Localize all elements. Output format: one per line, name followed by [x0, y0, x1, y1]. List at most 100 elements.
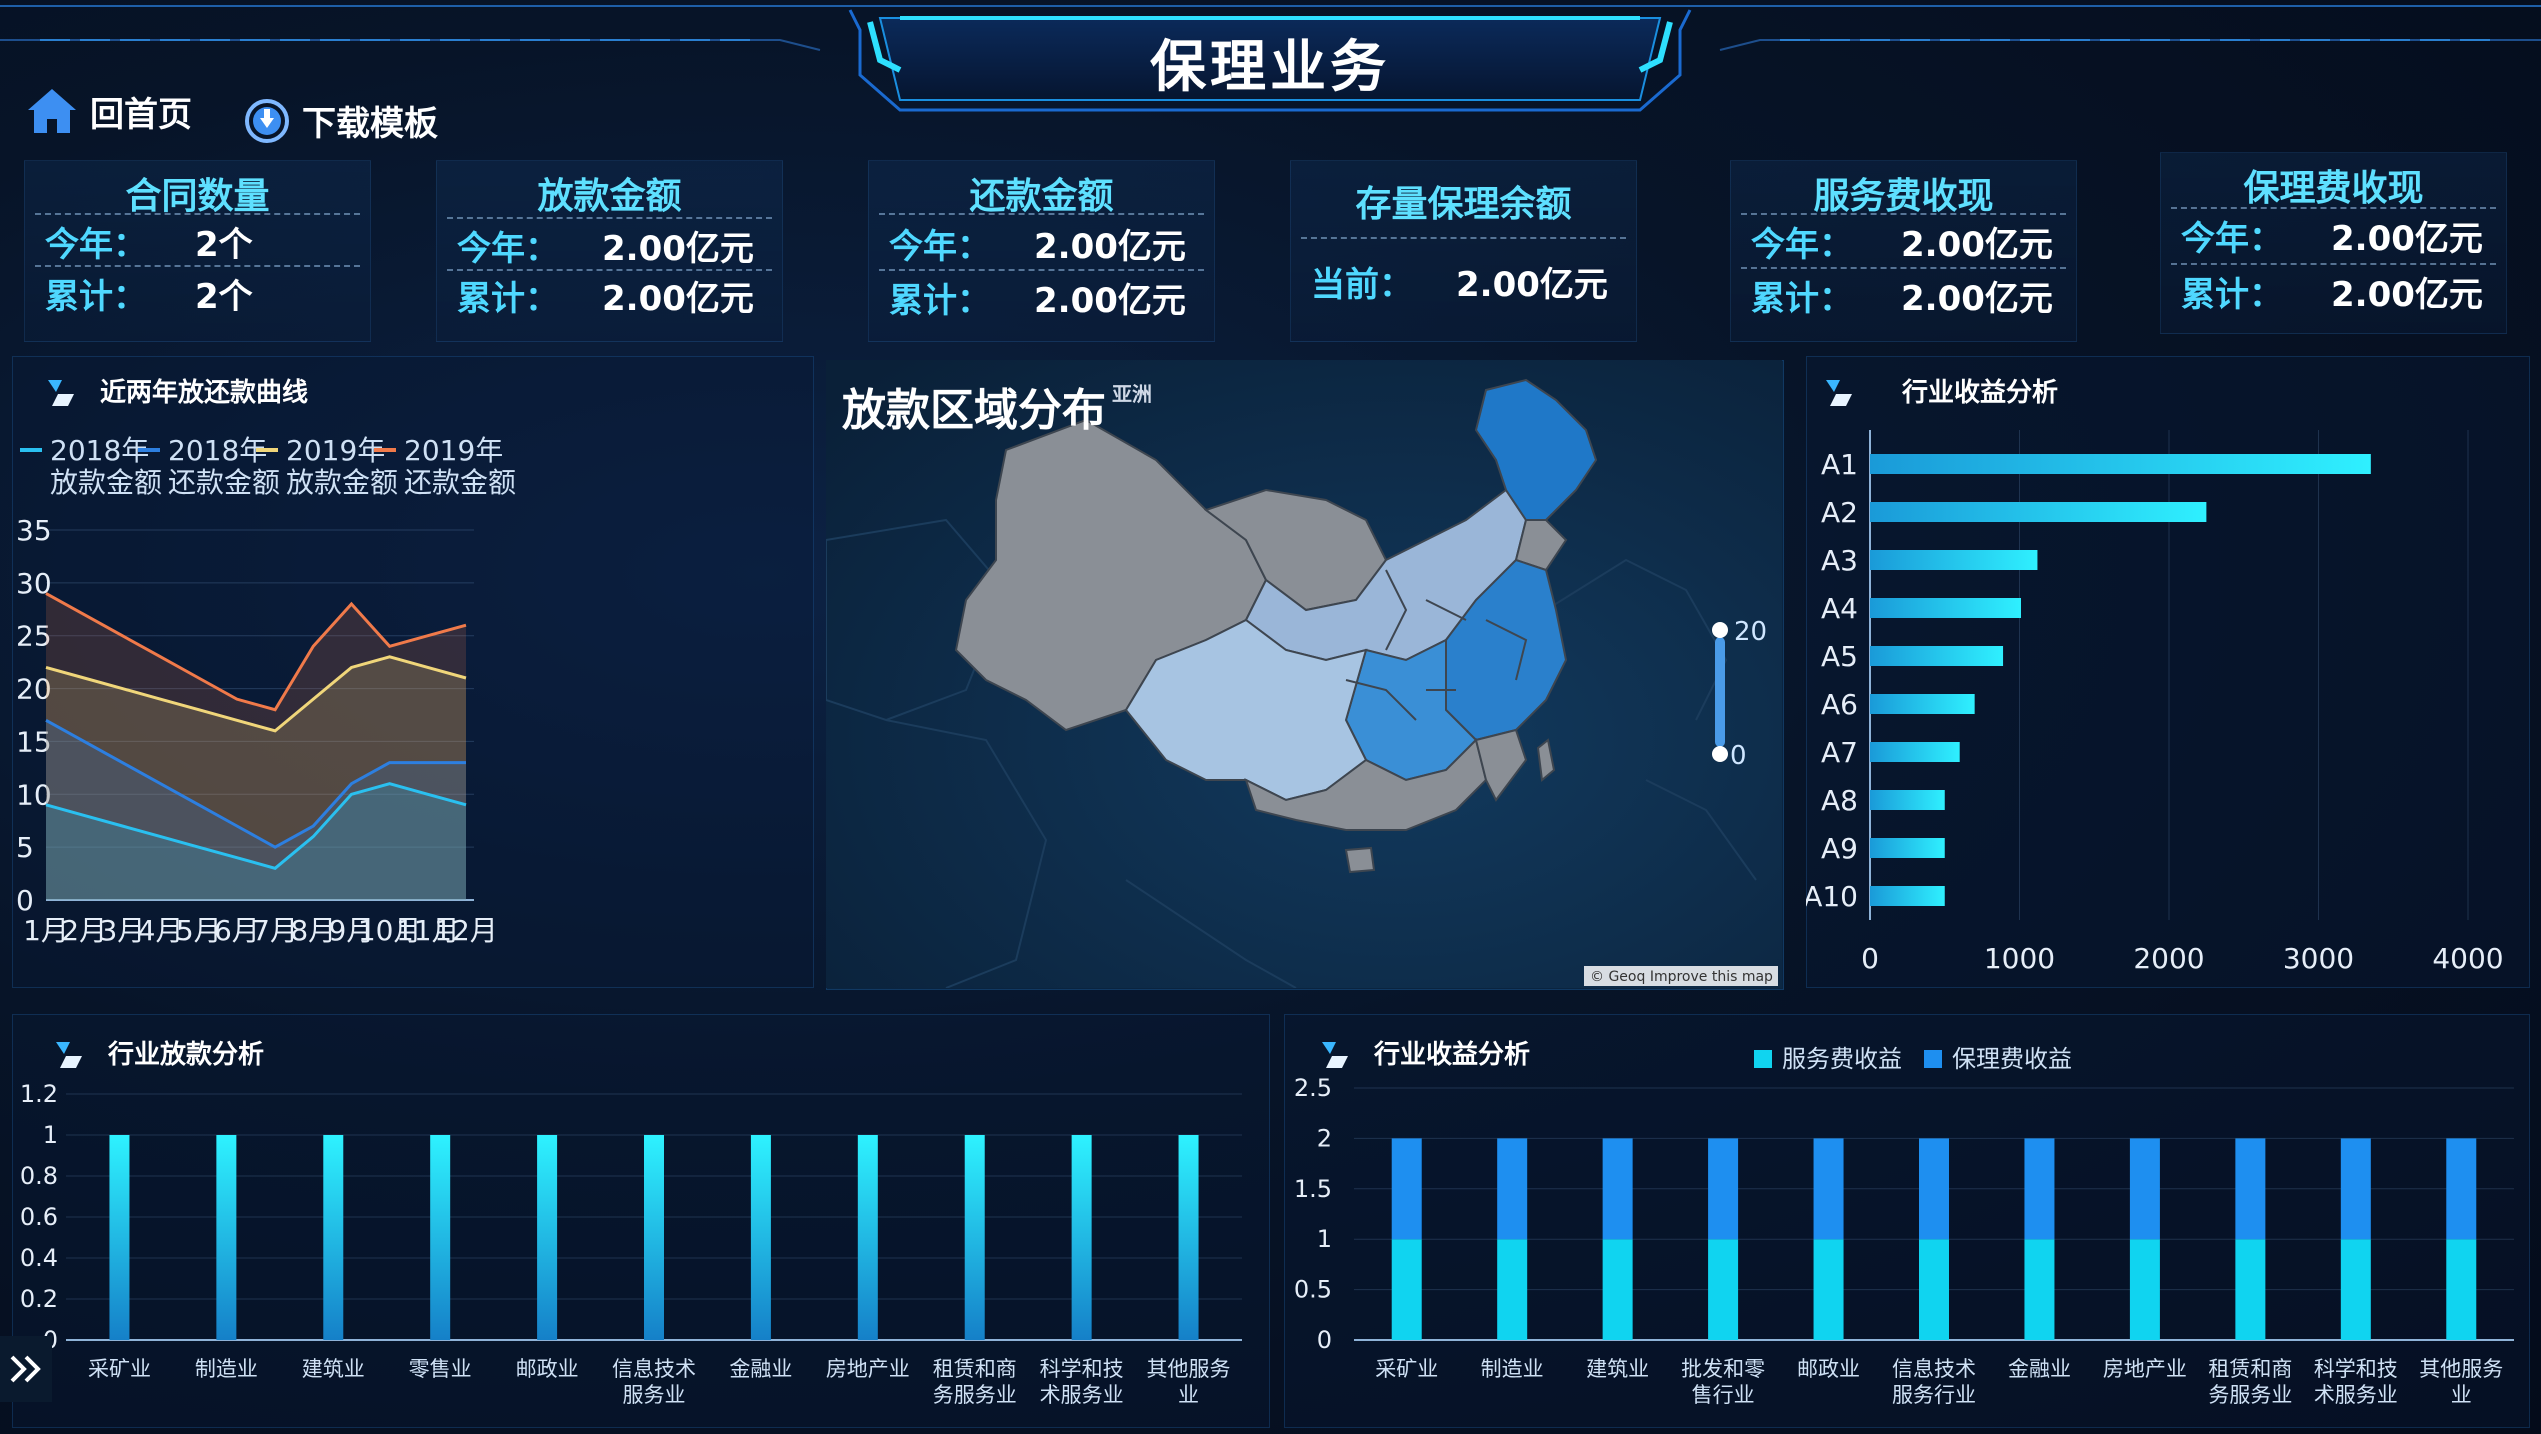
x-tick-label: 房地产业: [2103, 1357, 2187, 1381]
y-tick-label: 5: [16, 831, 34, 864]
x-tick-label: 2000: [2133, 942, 2204, 975]
bar-segment: [1708, 1138, 1739, 1240]
bar: [1870, 742, 1960, 762]
bar: [323, 1135, 344, 1340]
bar-segment: [1602, 1138, 1633, 1240]
bar: [1870, 646, 2004, 666]
card-key: 今年：: [889, 227, 991, 267]
expand-sidebar-button[interactable]: [0, 1336, 52, 1402]
y-tick-label: A2: [1821, 496, 1858, 529]
x-tick-label: 0: [1861, 942, 1879, 975]
y-tick-label: 1: [43, 1121, 58, 1149]
x-tick-label: 科学和技术服务业: [1040, 1357, 1124, 1407]
bar: [1870, 790, 1945, 810]
bar-segment: [2340, 1239, 2371, 1340]
income2-panel-header: 行业收益分析: [1318, 1034, 1530, 1071]
card-value: 2.00亿元: [1034, 281, 1186, 321]
download-template-button[interactable]: 下载模板: [244, 96, 438, 145]
stat-card-factoring-fee: 保理费收现 今年： 2.00亿元 累计： 2.00亿元: [2160, 152, 2507, 334]
income2-panel: [1284, 1014, 2530, 1428]
x-tick-label: 4月: [138, 914, 184, 947]
bar: [537, 1135, 558, 1340]
bar: [1870, 886, 1945, 906]
bar-segment: [2446, 1138, 2477, 1240]
map-region-hainan: [1344, 846, 1376, 874]
x-tick-label: 其他服务业: [1147, 1357, 1231, 1407]
bar-segment: [1919, 1239, 1949, 1340]
bar-segment: [2340, 1138, 2371, 1240]
card-value: 2.00亿元: [1456, 265, 1608, 305]
bar: [1870, 454, 2371, 474]
map-attribution[interactable]: © Geoq Improve this map: [1590, 969, 1773, 985]
x-tick-label: 租赁和商务服务业: [933, 1357, 1017, 1407]
x-tick-label: 批发和零售行业: [1681, 1357, 1765, 1407]
card-value: 2个: [195, 277, 253, 317]
x-tick-label: 零售业: [409, 1357, 472, 1381]
bar: [1178, 1135, 1199, 1340]
x-tick-label: 信息技术服务业: [612, 1357, 696, 1407]
industry-income-stacked-chart: 服务费收益 保理费收益 0 0.5 1 1.5 2 2.5 采矿业 制造业 建筑业 批发和零售行业 邮政…: [1294, 1045, 2514, 1407]
stat-card-contracts: 合同数量 今年： 2个 累计： 2个: [24, 160, 371, 342]
bar-segment: [1391, 1138, 1422, 1240]
y-tick-label: 35: [16, 514, 52, 547]
bar-segment: [1602, 1239, 1633, 1340]
map-region-northeast: [1474, 378, 1598, 521]
bar: [1870, 502, 2207, 522]
card-value: 2.00亿元: [602, 279, 754, 319]
panel-logo-icon: [48, 379, 74, 406]
y-tick-label: 2.5: [1294, 1074, 1332, 1102]
china-map: 20 0 © Geoq Improve this map: [826, 360, 1782, 988]
bar: [216, 1135, 237, 1340]
x-tick-label: 1000: [1984, 942, 2055, 975]
x-tick-label: 5月: [176, 914, 222, 947]
y-tick-label: 0: [1317, 1326, 1332, 1354]
home-button[interactable]: 回首页: [26, 86, 192, 136]
y-tick-label: 0.6: [20, 1203, 58, 1231]
card-key: 累计：: [889, 281, 991, 321]
y-tick-label: A5: [1821, 640, 1858, 673]
bar-segment: [2129, 1138, 2160, 1240]
bar-segment: [2235, 1239, 2266, 1340]
bar-segment: [1708, 1239, 1739, 1340]
x-tick-label: 金融业: [2008, 1357, 2071, 1381]
card-key: 今年：: [45, 225, 147, 265]
series-area: [46, 720, 466, 900]
series-line: [45, 592, 467, 712]
x-tick-label: 金融业: [729, 1357, 792, 1381]
card-value: 2.00亿元: [2331, 275, 2483, 315]
bar: [964, 1135, 985, 1340]
bar: [644, 1135, 664, 1340]
x-tick-label: 12月: [434, 914, 498, 947]
card-key: 累计：: [1751, 279, 1853, 319]
card-key: 当前：: [1311, 265, 1413, 305]
panel-title: 行业收益分析: [1902, 378, 2059, 408]
y-tick-label: 0.4: [20, 1244, 58, 1272]
industry-loan-bar-chart: 00.20.40.60.811.2采矿业制造业建筑业零售业邮政业信息技术服务业金…: [20, 1080, 1242, 1407]
visual-map-max-label: 20: [1734, 617, 1767, 647]
curve-panel: [12, 356, 814, 988]
y-tick-label: A6: [1821, 688, 1858, 721]
legend-swatch: [1754, 1050, 1772, 1068]
x-tick-label: 3000: [2283, 942, 2354, 975]
card-value: 2.00亿元: [1901, 225, 2053, 265]
y-tick-label: 1: [1317, 1225, 1332, 1253]
x-tick-label: 建筑业: [302, 1357, 365, 1381]
y-tick-label: 0: [16, 884, 34, 917]
bar: [109, 1135, 130, 1340]
card-title: 服务费收现: [1813, 176, 1994, 217]
bar-segment: [2129, 1239, 2160, 1340]
y-tick-label: 0.5: [1294, 1276, 1332, 1304]
x-tick-label: 采矿业: [1375, 1357, 1438, 1381]
series-area: [46, 593, 466, 900]
legend-label: 2018年放款金额: [50, 434, 162, 499]
bar: [857, 1135, 878, 1340]
download-icon: [245, 98, 289, 143]
y-tick-label: A10: [1806, 880, 1858, 913]
x-tick-label: 7月: [252, 914, 298, 947]
card-key: 今年：: [1751, 225, 1853, 265]
curve-panel-header: 近两年放还款曲线: [44, 372, 308, 409]
card-key: 今年：: [2181, 219, 2283, 259]
y-tick-label: 20: [16, 673, 52, 706]
card-value: 2.00亿元: [1901, 279, 2053, 319]
stat-card-service-fee: 服务费收现 今年： 2.00亿元 累计： 2.00亿元: [1730, 160, 2077, 342]
